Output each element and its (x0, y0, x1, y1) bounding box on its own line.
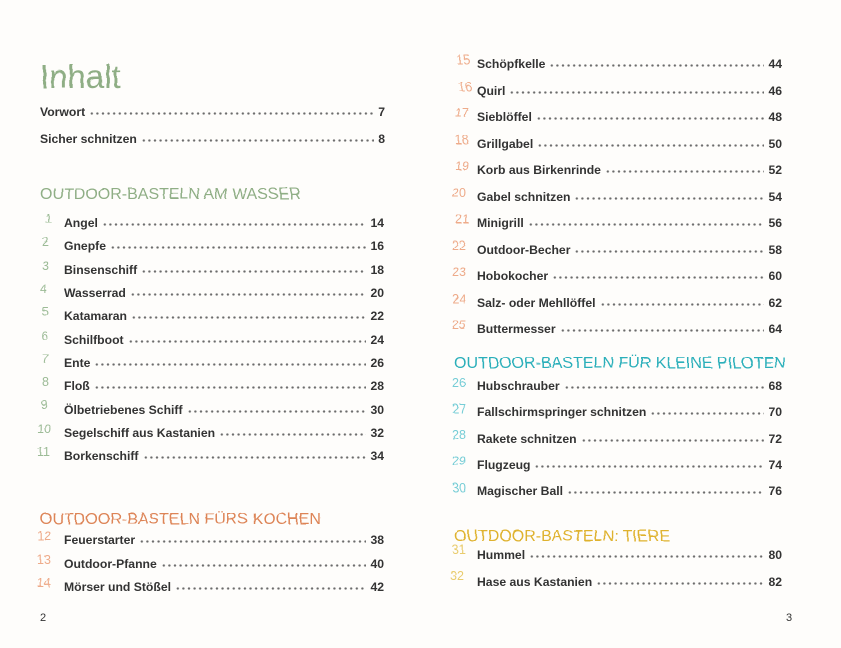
svg-text:OUTDOOR-BASTELN AM WASSER: OUTDOOR-BASTELN AM WASSER (40, 186, 301, 203)
svg-text:19: 19 (455, 159, 469, 173)
svg-text:16: 16 (458, 80, 472, 94)
svg-text:20: 20 (452, 186, 466, 200)
svg-text:14: 14 (37, 576, 51, 590)
svg-text:13: 13 (37, 553, 51, 567)
svg-text:2: 2 (42, 235, 49, 249)
svg-text:18: 18 (455, 133, 469, 147)
svg-text:21: 21 (455, 212, 469, 226)
svg-text:1: 1 (45, 212, 52, 226)
svg-text:3: 3 (42, 259, 49, 273)
svg-text:15: 15 (456, 53, 470, 67)
svg-text:12: 12 (37, 529, 51, 543)
svg-text:9: 9 (41, 398, 48, 412)
svg-text:10: 10 (37, 422, 51, 436)
svg-text:11: 11 (37, 445, 50, 459)
svg-text:6: 6 (41, 329, 48, 343)
svg-text:OUTDOOR-BASTELN FÜR KLEINE PIL: OUTDOOR-BASTELN FÜR KLEINE PILOTEN (454, 354, 786, 372)
svg-text:OUTDOOR-BASTELN: TIERE: OUTDOOR-BASTELN: TIERE (454, 528, 670, 545)
svg-text:5: 5 (42, 305, 49, 319)
svg-text:OUTDOOR-BASTELN FÜRS KOCHEN: OUTDOOR-BASTELN FÜRS KOCHEN (40, 510, 321, 528)
svg-text:4: 4 (40, 282, 47, 296)
svg-text:24: 24 (452, 292, 466, 306)
svg-text:27: 27 (452, 402, 466, 416)
svg-text:25: 25 (452, 318, 466, 332)
svg-text:30: 30 (452, 481, 466, 495)
svg-text:32: 32 (450, 569, 464, 583)
svg-text:26: 26 (452, 376, 466, 390)
svg-text:Inhalt: Inhalt (40, 58, 121, 95)
svg-text:17: 17 (455, 106, 469, 120)
svg-text:28: 28 (452, 428, 466, 442)
svg-text:31: 31 (452, 543, 466, 557)
svg-text:7: 7 (42, 352, 49, 366)
svg-text:22: 22 (452, 239, 466, 253)
svg-text:29: 29 (452, 454, 466, 468)
svg-text:23: 23 (452, 265, 466, 279)
svg-text:8: 8 (42, 375, 49, 389)
